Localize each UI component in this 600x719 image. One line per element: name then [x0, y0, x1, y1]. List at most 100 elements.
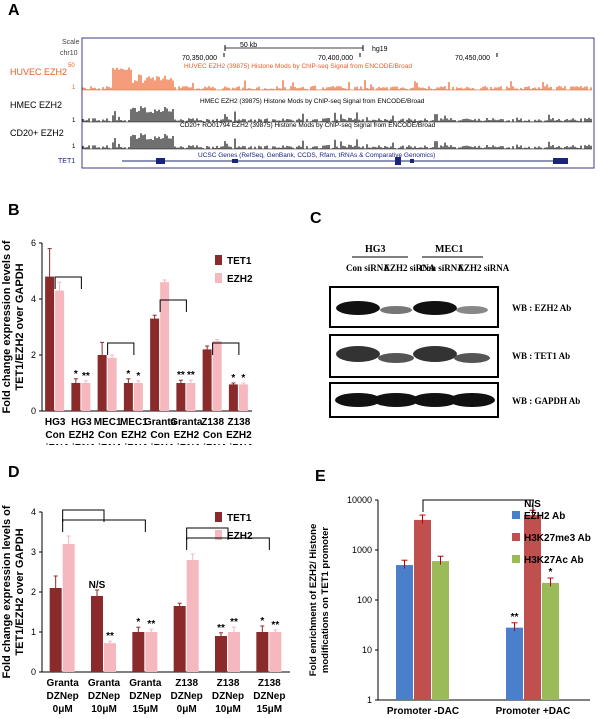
x-category-label: Granta [144, 417, 177, 428]
x-category-label: 15μM [133, 704, 159, 715]
x-category-label: siRNA [145, 443, 175, 445]
significance-bracket [212, 342, 240, 355]
track-huvec-max: 50 [68, 63, 75, 69]
bar-h3k27me3-1 [524, 515, 541, 700]
significance-bracket [186, 537, 270, 550]
x-category-label: MEC1 [94, 417, 122, 428]
panel-c-label: C [310, 210, 322, 227]
significance-bracket [422, 499, 534, 512]
significance-mark: ** [271, 620, 279, 631]
significance-mark: ** [187, 370, 195, 381]
x-category-label: siRNA [40, 443, 70, 445]
x-category-label: Promoter -DAC [387, 706, 459, 717]
y-tick-label: 10000 [347, 495, 372, 505]
x-category-label: Granta [129, 678, 162, 689]
western-blot: HG3 MEC1 Con siRNA EZH2 siRNA Con siRNA … [329, 244, 580, 418]
y-tick-label: 10 [362, 645, 372, 655]
significance-bracket [107, 342, 135, 355]
significance-mark: * [241, 373, 245, 384]
x-category-label: DZNep [129, 691, 161, 702]
bar-tet1-0 [49, 588, 62, 672]
x-category-label: Promoter +DAC [496, 706, 571, 717]
track-hmec-min: 1 [72, 118, 76, 124]
significance-mark: * [74, 369, 78, 380]
bar-tet1-3 [123, 383, 133, 411]
blot-cellline-mec1: MEC1 [435, 244, 463, 255]
bar-tet1-3 [173, 606, 186, 672]
blot-lane-1: Con siRNA [346, 263, 390, 273]
panel-d-label: D [8, 464, 20, 481]
x-category-label: siRNA [224, 443, 254, 445]
legend-label: EZH2 Ab [524, 511, 565, 522]
x-category-label: Con [45, 430, 64, 441]
significance-bracket [186, 527, 229, 540]
track-cd20-signal [82, 133, 592, 150]
significance-mark: * [231, 373, 235, 384]
x-category-label: Z138 [217, 678, 240, 689]
y-axis-label: modifications on TET1 promoter [320, 527, 331, 674]
blot-row-gapdh: WB : GAPDH Ab [512, 396, 580, 406]
x-category-label: 15μM [257, 704, 283, 715]
x-category-label: DZNep [253, 691, 285, 702]
significance-mark: ** [217, 623, 225, 634]
bar-tet1-2 [132, 632, 145, 672]
y-tick-label: 6 [31, 238, 36, 248]
blot-lane-3: Con siRNA [420, 263, 464, 273]
blot-row-ezh2: WB : EZH2 Ab [512, 303, 571, 313]
scale-label: Scale [62, 39, 80, 46]
genome-label: hg19 [372, 46, 388, 53]
chart-e: 1 10 100 1000 10000 Fold enrichment of EZH2/ … [308, 495, 591, 717]
bar-ezh2-6 [212, 341, 222, 411]
track-hmec-name: HMEC EZH2 [10, 100, 62, 110]
legend-label: TET1 [227, 256, 252, 267]
scale-bar-text: 50 kb [240, 42, 257, 49]
x-category-label: Z138 [201, 417, 224, 428]
bar-ezh2-7 [238, 384, 248, 411]
track-hmec-desc: HMEC EZH2 (39875) Histone Mods by ChIP-s… [200, 98, 425, 105]
blot-lane-2: EZH2 siRNA [384, 263, 436, 273]
y-tick-label: 2 [31, 587, 36, 597]
bar-tet1-5 [256, 632, 269, 672]
x-category-label: Con [203, 430, 222, 441]
bar-ezh2-1 [506, 627, 523, 700]
bar-ezh2-3 [186, 560, 199, 672]
x-category-label: Granta [47, 678, 80, 689]
legend-swatch [215, 530, 222, 540]
bar-tet1-2 [97, 355, 107, 411]
y-axis-label: Fold change expression levels of [1, 240, 13, 413]
legend-label: H3K27Ac Ab [524, 555, 584, 566]
x-category-label: EZH2 [174, 430, 200, 441]
x-category-label: siRNA [66, 443, 96, 445]
legend-swatch [215, 512, 222, 522]
y-tick-label: 0 [31, 667, 36, 677]
bar-ezh2-5 [269, 632, 282, 672]
significance-bracket [159, 299, 187, 312]
bar-h3k27ac-1 [542, 582, 559, 700]
significance-mark: ** [230, 617, 238, 628]
track-huvec-min: 1 [72, 85, 76, 91]
significance-mark: N/S [89, 580, 106, 591]
bar-h3k27me3-0 [414, 519, 431, 700]
legend-swatch [215, 255, 222, 265]
significance-mark: ** [106, 631, 114, 642]
significance-mark: ** [177, 370, 185, 381]
position-1: 70,350,000 [182, 55, 217, 62]
bar-tet1-4 [150, 318, 160, 411]
bar-tet1-1 [71, 383, 81, 411]
significance-bracket [54, 276, 82, 289]
position-3: 70,450,000 [455, 55, 490, 62]
bar-ezh2-0 [62, 544, 75, 672]
bar-ezh2-0 [55, 290, 65, 411]
gene-desc: UCSC Genes (RefSeq, GenBank, CCDS, Rfam,… [198, 152, 435, 159]
x-category-label: Con [98, 430, 117, 441]
bar-ezh2-4 [160, 282, 170, 411]
significance-mark: * [126, 369, 130, 380]
x-category-label: HG3 [45, 417, 66, 428]
y-tick-label: 1000 [352, 545, 372, 555]
significance-mark: * [136, 371, 140, 382]
x-category-label: DZNep [47, 691, 79, 702]
significance-mark: ** [147, 619, 155, 630]
x-category-label: 0μM [177, 704, 197, 715]
y-tick-label: 2 [31, 350, 36, 360]
